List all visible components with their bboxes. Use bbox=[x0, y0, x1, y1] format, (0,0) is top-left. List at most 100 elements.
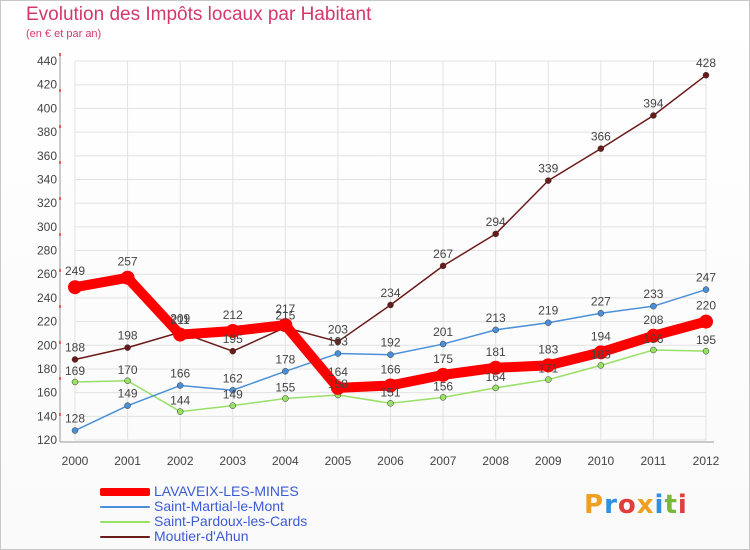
data-label: 149 bbox=[118, 387, 138, 401]
data-label: 196 bbox=[643, 332, 663, 346]
data-point bbox=[68, 280, 82, 295]
legend-label-lavaveix: LAVAVEIX-LES-MINES bbox=[154, 483, 299, 499]
data-label: 192 bbox=[380, 336, 400, 350]
data-label: 183 bbox=[591, 347, 611, 361]
logo-letter: i bbox=[654, 490, 665, 520]
data-point bbox=[545, 376, 552, 383]
y-tick-label: 360 bbox=[37, 149, 57, 163]
data-label: 166 bbox=[170, 367, 190, 381]
y-tick-label: 180 bbox=[37, 362, 57, 376]
data-point bbox=[492, 384, 499, 392]
data-label: 213 bbox=[486, 311, 506, 325]
y-tick-label: 160 bbox=[37, 386, 57, 400]
legend-item-lavaveix: LAVAVEIX-LES-MINES bbox=[100, 484, 307, 499]
data-point bbox=[702, 347, 710, 355]
x-tick-label: 2001 bbox=[114, 454, 141, 468]
x-tick-label: 2011 bbox=[641, 454, 667, 468]
data-point bbox=[492, 326, 499, 334]
data-label: 220 bbox=[696, 299, 716, 313]
data-point bbox=[330, 380, 345, 395]
y-tick-label: 380 bbox=[37, 125, 57, 139]
data-label: 219 bbox=[538, 304, 558, 318]
legend-label-saint-martial: Saint-Martial-le-Mont bbox=[154, 498, 284, 514]
data-label: 201 bbox=[433, 325, 453, 339]
data-point bbox=[334, 350, 342, 357]
x-tick-label: 2009 bbox=[535, 454, 562, 468]
data-label: 166 bbox=[380, 363, 400, 377]
data-label: 158 bbox=[328, 377, 348, 391]
data-point bbox=[124, 402, 131, 409]
data-label: 151 bbox=[380, 385, 400, 399]
data-label: 203 bbox=[328, 323, 348, 337]
data-label: 394 bbox=[643, 96, 663, 110]
x-tick-label: 2012 bbox=[693, 454, 720, 468]
data-point bbox=[334, 338, 342, 345]
data-point bbox=[439, 340, 447, 348]
data-label: 193 bbox=[328, 335, 348, 349]
x-tick-label: 2005 bbox=[325, 454, 352, 468]
legend-item-saint-pardoux: Saint-Pardoux-les-Cards bbox=[100, 514, 307, 529]
data-point bbox=[176, 382, 184, 389]
legend-item-saint-martial: Saint-Martial-le-Mont bbox=[100, 499, 307, 514]
data-label: 181 bbox=[486, 345, 506, 359]
data-point bbox=[593, 345, 608, 360]
data-label: 144 bbox=[170, 394, 190, 408]
y-tick-label: 260 bbox=[37, 267, 57, 281]
data-point bbox=[278, 318, 293, 333]
logo-letter: o bbox=[617, 490, 637, 520]
data-point bbox=[124, 377, 131, 385]
data-point bbox=[702, 71, 710, 79]
y-tick-label: 320 bbox=[37, 196, 57, 210]
legend-swatch-lavaveix bbox=[100, 487, 150, 496]
data-point bbox=[545, 319, 552, 326]
logo-letter: r bbox=[604, 490, 618, 520]
data-point bbox=[650, 302, 657, 310]
data-point bbox=[646, 328, 661, 343]
y-tick-label: 440 bbox=[37, 54, 57, 68]
y-tick-label: 120 bbox=[37, 433, 57, 447]
data-label: 183 bbox=[538, 342, 558, 356]
data-label: 170 bbox=[118, 363, 138, 377]
data-point bbox=[229, 387, 236, 394]
data-point bbox=[541, 358, 556, 373]
data-label: 209 bbox=[170, 312, 190, 326]
data-point bbox=[492, 230, 499, 238]
line-chart: 120 140 160 180 200 220 240 260 280 300 320 340 360 3… bbox=[37, 53, 720, 468]
legend-swatch-saint-pardoux bbox=[100, 520, 150, 523]
data-point bbox=[650, 346, 657, 354]
data-label: 162 bbox=[223, 371, 243, 385]
data-point bbox=[436, 367, 451, 382]
y-tick-label: 340 bbox=[37, 172, 57, 186]
logo-letter: x bbox=[636, 490, 655, 520]
data-label: 366 bbox=[591, 130, 611, 144]
legend-label-saint-pardoux: Saint-Pardoux-les-Cards bbox=[154, 513, 308, 529]
legend-swatch-moutier bbox=[100, 535, 150, 538]
data-point bbox=[173, 327, 188, 342]
data-label: 149 bbox=[223, 388, 243, 402]
data-point bbox=[387, 301, 394, 309]
data-label: 194 bbox=[591, 329, 611, 343]
x-tick-label: 2006 bbox=[377, 454, 404, 468]
data-label: 428 bbox=[696, 56, 716, 70]
data-label: 164 bbox=[486, 370, 506, 384]
data-point bbox=[120, 270, 135, 285]
data-point bbox=[439, 262, 447, 270]
y-tick-label: 220 bbox=[37, 315, 57, 329]
data-label: 198 bbox=[118, 329, 138, 343]
y-tick-label: 400 bbox=[37, 101, 57, 115]
x-tick-label: 2010 bbox=[587, 454, 614, 468]
data-label: 234 bbox=[380, 286, 400, 300]
data-label: 257 bbox=[118, 255, 138, 269]
chart-legend: LAVAVEIX-LES-MINES Saint-Martial-le-Mont… bbox=[100, 484, 307, 544]
data-label: 156 bbox=[433, 379, 453, 393]
data-point bbox=[545, 177, 552, 184]
data-label: 212 bbox=[223, 308, 243, 322]
data-label: 227 bbox=[591, 294, 611, 308]
data-point bbox=[488, 360, 503, 375]
data-point bbox=[699, 314, 713, 329]
data-point bbox=[71, 356, 79, 363]
logo-letter: i bbox=[677, 490, 688, 520]
x-tick-label: 2007 bbox=[430, 454, 457, 468]
logo-letter: t bbox=[664, 490, 678, 520]
data-label: 208 bbox=[643, 313, 663, 327]
